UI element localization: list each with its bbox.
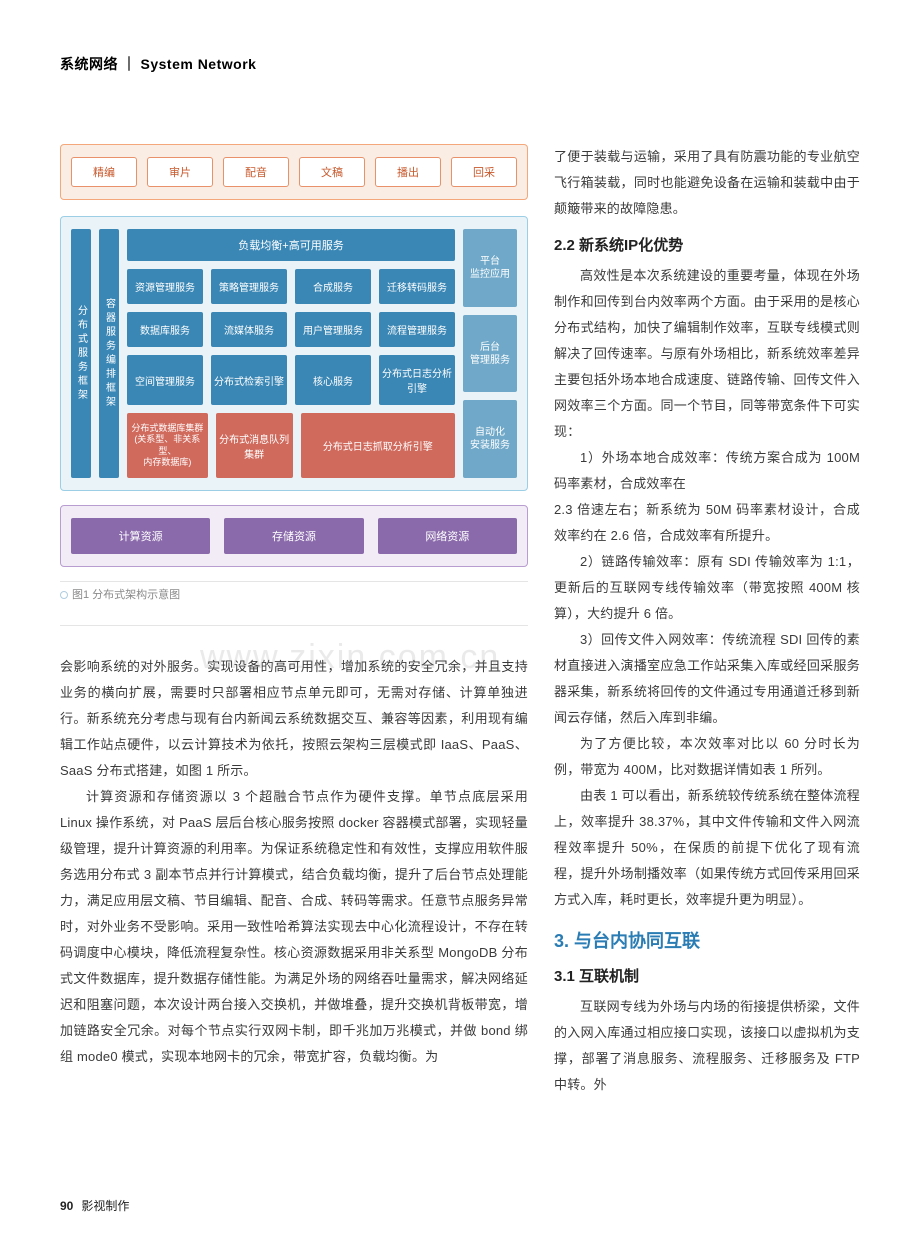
right-paragraph-w5: 由表 1 可以看出，新系统较传统系统在整体流程上，效率提升 38.37%，其中文… xyxy=(554,783,860,913)
top-cell: 审片 xyxy=(147,157,213,187)
right-paragraph-w4: 为了方便比较，本次效率对比以 60 分时长为例，带宽为 400M，比对数据详情如… xyxy=(554,731,860,783)
svc-cell: 合成服务 xyxy=(295,269,371,304)
svc-cell: 用户管理服务 xyxy=(295,312,371,347)
right-cell: 平台 监控应用 xyxy=(463,229,517,307)
vertical-label-2: 容器服务编排框架 xyxy=(99,229,119,478)
bot-cell: 网络资源 xyxy=(378,518,517,554)
content-columns: 精编 审片 配音 文稿 播出 回采 分布式服务框架 容器服务编排框架 负载均衡+… xyxy=(60,144,860,1098)
footer-title: 影视制作 xyxy=(81,1199,129,1213)
right-paragraph-w2: 2）链路传输效率：原有 SDI 传输效率为 1:1，更新后的互联网专线传输效率（… xyxy=(554,549,860,627)
caption-dot-icon xyxy=(60,591,68,599)
heading-3: 3. 与台内协同互联 xyxy=(554,927,860,953)
right-paragraph-1: 高效性是本次系统建设的重要考量，体现在外场制作和回传到台内效率两个方面。由于采用… xyxy=(554,263,860,445)
top-cell: 播出 xyxy=(375,157,441,187)
svc-cell: 策略管理服务 xyxy=(211,269,287,304)
heading-2-2: 2.2 新系统IP化优势 xyxy=(554,234,860,255)
top-cell: 文稿 xyxy=(299,157,365,187)
svc-cell: 资源管理服务 xyxy=(127,269,203,304)
svc-cell-mq: 分布式消息队列集群 xyxy=(216,413,293,478)
svc-cell: 流媒体服务 xyxy=(211,312,287,347)
header-en: System Network xyxy=(141,56,257,72)
services-grid: 负载均衡+高可用服务 资源管理服务 策略管理服务 合成服务 迁移转码服务 数据库… xyxy=(127,229,455,478)
svc-cell: 数据库服务 xyxy=(127,312,203,347)
heading-3-1: 3.1 互联机制 xyxy=(554,965,860,986)
right-column: 了便于装载与运输，采用了具有防震功能的专业航空飞行箱装载，同时也能避免设备在运输… xyxy=(554,144,860,1098)
left-paragraph-2: 计算资源和存储资源以 3 个超融合节点作为硬件支撑。单节点底层采用 Linux … xyxy=(60,784,528,1070)
top-cell: 配音 xyxy=(223,157,289,187)
svc-cell: 分布式检索引擎 xyxy=(211,355,287,405)
bot-cell: 计算资源 xyxy=(71,518,210,554)
svc-cell-db-cluster: 分布式数据库集群 (关系型、非关系型、 内存数据库) xyxy=(127,413,208,478)
right-stack: 平台 监控应用 后台 管理服务 自动化 安装服务 xyxy=(463,229,517,478)
right-cell: 后台 管理服务 xyxy=(463,315,517,393)
diagram-top-row: 精编 审片 配音 文稿 播出 回采 xyxy=(60,144,528,200)
caption-text: 图1 分布式架构示意图 xyxy=(72,589,180,601)
vertical-label-1: 分布式服务框架 xyxy=(71,229,91,478)
left-column: 精编 审片 配音 文稿 播出 回采 分布式服务框架 容器服务编排框架 负载均衡+… xyxy=(60,144,528,1098)
right-paragraph-w6: 互联网专线为外场与内场的衔接提供桥梁，文件的入网入库通过相应接口实现，该接口以虚… xyxy=(554,994,860,1098)
header-cn: 系统网络 xyxy=(60,56,118,72)
header-divider: ｜ xyxy=(122,56,137,72)
svc-cell: 分布式日志分析引擎 xyxy=(379,355,455,405)
svc-cell: 核心服务 xyxy=(295,355,371,405)
svc-cell: 流程管理服务 xyxy=(379,312,455,347)
right-paragraph-w1: 2.3 倍速左右；新系统为 50M 码率素材设计，合成效率约在 2.6 倍，合成… xyxy=(554,497,860,549)
architecture-diagram: 精编 审片 配音 文稿 播出 回采 分布式服务框架 容器服务编排框架 负载均衡+… xyxy=(60,144,528,567)
svc-cell: 迁移转码服务 xyxy=(379,269,455,304)
page-footer: 90 影视制作 xyxy=(60,1197,129,1214)
load-balance-row: 负载均衡+高可用服务 xyxy=(127,229,455,261)
right-cell: 自动化 安装服务 xyxy=(463,400,517,478)
right-paragraph-w3: 3）回传文件入网效率：传统流程 SDI 回传的素材直接进入演播室应急工作站采集入… xyxy=(554,627,860,731)
page-header: 系统网络｜System Network xyxy=(60,54,860,74)
top-cell: 回采 xyxy=(451,157,517,187)
bot-cell: 存储资源 xyxy=(224,518,363,554)
diagram-bottom-row: 计算资源 存储资源 网络资源 xyxy=(60,505,528,567)
right-paragraph-0: 了便于装载与运输，采用了具有防震功能的专业航空飞行箱装载，同时也能避免设备在运输… xyxy=(554,144,860,222)
right-paragraph-2: 1）外场本地合成效率：传统方案合成为 100M 码率素材，合成效率在 xyxy=(554,445,860,497)
left-paragraph-1: 会影响系统的对外服务。实现设备的高可用性，增加系统的安全冗余，并且支持业务的横向… xyxy=(60,654,528,784)
page-number: 90 xyxy=(60,1199,73,1213)
svc-cell: 空间管理服务 xyxy=(127,355,203,405)
diagram-middle: 分布式服务框架 容器服务编排框架 负载均衡+高可用服务 资源管理服务 策略管理服… xyxy=(60,216,528,491)
svc-cell-log: 分布式日志抓取分析引擎 xyxy=(301,413,455,478)
top-cell: 精编 xyxy=(71,157,137,187)
figure-caption: 图1 分布式架构示意图 xyxy=(60,581,528,626)
